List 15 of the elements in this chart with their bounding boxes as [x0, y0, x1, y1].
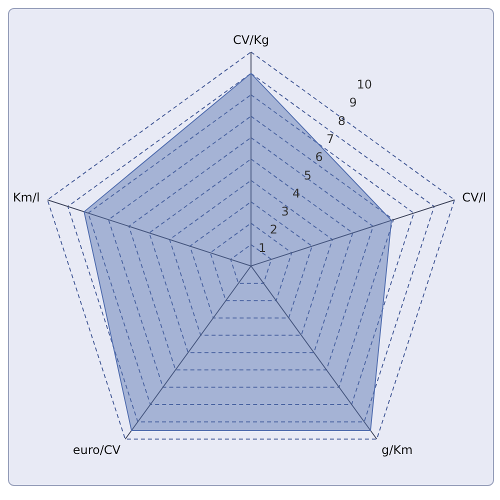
y-tick-label: 9	[349, 96, 357, 110]
y-tick-label: 1	[258, 240, 266, 255]
y-tick-label: 5	[304, 168, 312, 182]
spoke-label: euro/CV	[72, 443, 122, 458]
y-tick-label: 7	[326, 132, 334, 146]
y-tick-label: 4	[292, 186, 300, 200]
spoke-label: g/Km	[381, 443, 413, 458]
y-tick-label: 6	[315, 150, 323, 164]
y-tick-label: 2	[270, 222, 278, 237]
spoke-label: CV/l	[462, 190, 486, 205]
spoke-label: Km/l	[12, 190, 40, 205]
y-tick-label: 10	[356, 78, 372, 92]
spoke-label: CV/Kg	[232, 33, 270, 47]
y-tick-label: 3	[281, 204, 289, 219]
y-tick-label: 8	[338, 114, 346, 128]
